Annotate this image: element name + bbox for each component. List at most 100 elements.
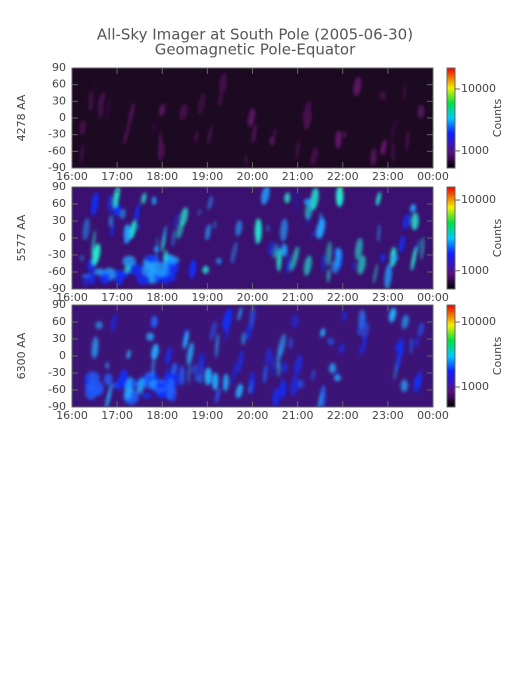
- x-tick-label: 19:00: [192, 291, 224, 304]
- aurora-streak: [136, 223, 141, 230]
- aurora-streak: [401, 314, 409, 329]
- aurora-streak: [289, 337, 293, 349]
- aurora-streak: [107, 193, 113, 214]
- aurora-streak: [351, 261, 356, 272]
- aurora-streak: [284, 192, 291, 204]
- aurora-streak: [335, 247, 342, 268]
- aurora-blob: [103, 373, 113, 386]
- aurora-streak: [310, 231, 314, 239]
- aurora-streak: [276, 344, 281, 369]
- x-tick-label: 16:00: [56, 170, 88, 183]
- aurora-streak: [202, 265, 209, 274]
- aurora-streak: [94, 249, 98, 256]
- y-axis-label: 6300 AA: [15, 332, 28, 379]
- y-tick-label: -30: [48, 128, 66, 141]
- y-tick-label: -30: [48, 248, 66, 261]
- aurora-streak: [151, 316, 158, 328]
- aurora-streak: [110, 314, 117, 332]
- aurora-streak: [123, 122, 130, 146]
- aurora-streak: [197, 208, 202, 216]
- aurora-streak: [105, 362, 109, 369]
- aurora-streak: [146, 332, 155, 341]
- aurora-streak: [246, 323, 252, 341]
- aurora-streak: [282, 362, 288, 374]
- aurora-streak: [159, 103, 165, 117]
- x-tick-label: 17:00: [101, 409, 133, 422]
- aurora-streak: [315, 223, 324, 239]
- aurora-streak: [273, 127, 277, 139]
- aurora-streak: [155, 236, 159, 261]
- aurora-streak: [391, 254, 399, 262]
- y-axis-label: 4278 AA: [15, 94, 28, 141]
- aurora-streak: [303, 255, 312, 276]
- aurora-streak: [90, 192, 99, 216]
- aurora-streak: [152, 120, 156, 133]
- aurora-streak: [151, 355, 155, 380]
- aurora-blob: [141, 392, 153, 399]
- x-tick-label: 00:00: [417, 170, 449, 183]
- aurora-streak: [261, 187, 270, 205]
- aurora-streak: [197, 92, 206, 116]
- aurora-streak: [354, 237, 363, 260]
- x-tick-label: 16:00: [56, 291, 88, 304]
- aurora-streak: [380, 139, 387, 155]
- colorbar-tick-label: 10000: [461, 193, 496, 206]
- aurora-streak: [243, 153, 249, 166]
- colorbar-tick-label: 10000: [461, 315, 496, 328]
- y-tick-label: 0: [59, 111, 66, 124]
- y-tick-label: 60: [52, 78, 66, 91]
- aurora-streak: [151, 343, 159, 360]
- aurora-streak: [341, 131, 347, 139]
- colorbar-tick-label: 1000: [461, 264, 489, 277]
- aurora-streak: [279, 379, 287, 399]
- aurora-streak: [353, 76, 362, 97]
- colorbar-frame: [446, 67, 456, 169]
- aurora-streak: [191, 363, 199, 374]
- aurora-streak: [289, 262, 292, 272]
- colorbar-tick-label: 10000: [461, 82, 496, 95]
- aurora-streak: [183, 330, 189, 350]
- y-tick-label: -60: [48, 144, 66, 157]
- aurora-streak: [106, 97, 111, 123]
- y-tick-label: 30: [52, 94, 66, 107]
- aurora-streak: [390, 117, 397, 142]
- x-tick-label: 00:00: [417, 291, 449, 304]
- y-tick-label: 90: [52, 298, 66, 311]
- y-tick-label: -60: [48, 265, 66, 278]
- aurora-streak: [272, 387, 280, 407]
- aurora-streak: [329, 362, 336, 374]
- aurora-streak: [207, 195, 213, 211]
- aurora-streak: [91, 336, 99, 359]
- aurora-streak: [290, 246, 299, 271]
- aurora-streak: [411, 212, 419, 231]
- aurora-streak: [268, 240, 274, 256]
- colorbar-label: Counts: [491, 99, 504, 138]
- aurora-streak: [235, 383, 243, 399]
- aurora-streak: [199, 353, 205, 376]
- x-tick-label: 16:00: [56, 409, 88, 422]
- aurora-streak: [402, 82, 407, 102]
- aurora-streak: [124, 264, 131, 274]
- y-tick-label: -60: [48, 383, 66, 396]
- y-tick-label: 60: [52, 315, 66, 328]
- heatmap-image: [72, 68, 433, 168]
- aurora-streak: [265, 347, 272, 364]
- aurora-streak: [376, 191, 381, 206]
- aurora-streak: [320, 385, 326, 407]
- aurora-streak: [335, 130, 342, 149]
- heatmap-texture: [79, 72, 425, 166]
- aurora-streak: [113, 187, 120, 208]
- aurora-blob: [116, 271, 129, 279]
- aurora-streak: [270, 352, 274, 376]
- aurora-streak: [219, 72, 227, 95]
- aurora-streak: [357, 255, 366, 275]
- y-tick-label: 30: [52, 332, 66, 345]
- aurora-streak: [123, 224, 131, 244]
- aurora-streak: [410, 203, 416, 213]
- aurora-streak: [254, 218, 262, 244]
- aurora-streak: [110, 223, 115, 238]
- aurora-streak: [209, 320, 217, 341]
- aurora-streak: [179, 365, 185, 386]
- aurora-streak: [80, 143, 84, 164]
- aurora-blob: [88, 271, 96, 285]
